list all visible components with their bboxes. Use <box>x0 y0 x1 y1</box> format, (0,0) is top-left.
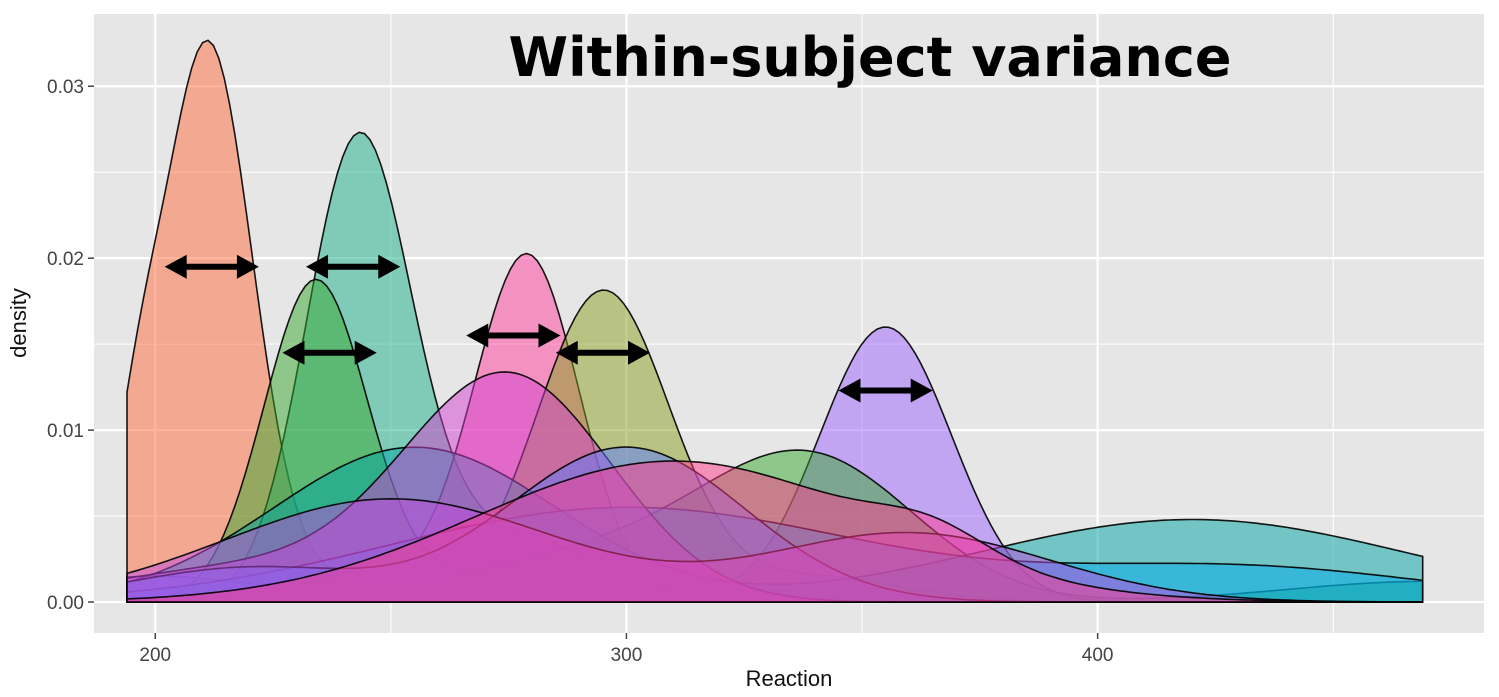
double-arrow-5 <box>555 340 650 365</box>
double-arrow-6 <box>838 378 933 403</box>
y-tick-label: 0.00 <box>47 593 84 614</box>
x-axis-ticks: 200 300 400 <box>139 633 1113 666</box>
chart-title: Within-subject variance <box>509 26 1232 89</box>
variance-arrows <box>164 254 933 403</box>
y-tick-label: 0.02 <box>47 249 84 270</box>
x-axis-title: Reaction <box>746 666 833 691</box>
density-area-12 <box>126 460 1424 603</box>
y-tick-label: 0.03 <box>47 77 84 98</box>
y-axis-title: density <box>6 288 31 358</box>
x-tick-label: 200 <box>139 645 171 666</box>
x-tick-label: 400 <box>1082 645 1114 666</box>
double-arrow-4 <box>466 323 561 348</box>
double-arrow-2 <box>306 254 401 279</box>
density-areas <box>126 39 1424 603</box>
y-tick-label: 0.01 <box>47 421 84 442</box>
double-arrow-1 <box>164 254 259 279</box>
y-axis-ticks: 0.00 0.01 0.02 0.03 <box>47 77 94 614</box>
double-arrow-3 <box>282 340 377 365</box>
x-tick-label: 300 <box>611 645 643 666</box>
